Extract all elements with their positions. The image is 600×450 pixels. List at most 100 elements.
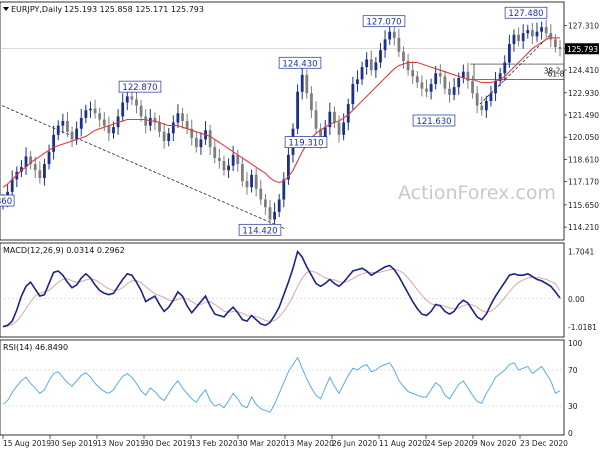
candle-body [121,102,125,117]
date-axis-label: 24 Sep 2020 [426,439,474,448]
candle-body [484,100,488,111]
candle-body [135,99,138,106]
candle-body [452,87,456,95]
candle-body [43,164,46,178]
candle-body [190,128,194,138]
candle-body [553,39,557,48]
candle-body [158,122,161,132]
price-label-box [284,136,328,148]
candle-body [392,31,396,38]
candle-body [475,93,479,106]
candle-body [273,211,276,220]
rsi-header: RSI(14) 46.8490 [3,343,68,352]
date-axis-label: 30 Sep 2019 [50,439,98,448]
date-axis-label: 26 Jun 2020 [332,439,377,448]
price-label-box [504,6,548,19]
macd-header: MACD(12,26,9) 0.0314 0.2962 [3,246,125,255]
candle-body [116,116,120,128]
candle-body [461,71,465,78]
candle-body [75,128,79,140]
price-axis-label: 118.610 [568,155,599,164]
candle-body [369,59,373,71]
candle-body [227,165,230,171]
macd-panel-frame [0,242,565,338]
candle-body [346,104,350,123]
candle-body [20,167,23,172]
ohlc-values: 125.193 125.858 125.171 125.793 [64,5,204,14]
candle-body [494,80,497,94]
candle-body [535,31,539,37]
candle-body [112,127,115,134]
date-axis-label: 30 Dec 2019 [144,439,192,448]
candle-body [52,134,56,152]
candle-body [356,79,359,85]
date-axis-label: 15 Aug 2019 [3,439,51,448]
candle-body [47,151,51,165]
candle-body [337,122,341,135]
candle-body [526,30,530,34]
candle-body [254,174,258,189]
moving-average-line [2,37,560,188]
candle-body [507,44,511,63]
rsi-axis-label: 30 [568,402,578,411]
axes: 127.310 125.793 124.410 122.930 121.490 120.0… [2,21,599,448]
price-header: EURJPY,Daily 125.193 125.858 125.171 125… [3,5,204,14]
price-label-box [238,223,282,236]
candle-body [429,84,433,92]
candle-body [176,113,180,123]
price-axis-label: 114.210 [568,223,599,232]
candle-body [61,121,65,126]
candle-body [213,147,217,158]
candle-body [314,110,318,129]
candle-body [24,156,28,168]
symbol-title: EURJPY,Daily [11,5,62,14]
candle-body [162,131,166,142]
candle-body [282,179,286,200]
date-axis-label: 13 Nov 2019 [97,439,145,448]
candle-body [517,34,520,41]
macd-axis-label: 1.7041 [568,247,594,256]
candle-body [259,188,263,200]
price-axis-label: 117.170 [568,178,599,187]
candle-body [10,179,14,192]
candle-body [498,73,502,81]
date-axis-label: 11 Aug 2020 [379,439,427,448]
macd-axis-label: -1.0181 [568,323,597,332]
candle-body [66,121,69,132]
candle-body [29,156,33,165]
candle-body [277,199,281,212]
candle-body [540,27,543,32]
current-price-badge [565,43,599,55]
price-axis-label: 127.310 [568,21,599,30]
candle-body [240,164,244,182]
date-axis-label: 30 Mar 2020 [238,439,286,448]
candle-body [512,34,516,45]
price-label: 114.420 [242,226,277,236]
candle-body [236,154,240,165]
price-axis-label: 124.410 [568,66,599,75]
candle-body [388,31,392,40]
candle-body [558,47,562,49]
candle-body [84,110,88,118]
price-label-box [278,56,322,69]
candle-body [194,137,198,148]
candle-body [171,122,175,134]
candle-body [296,91,300,129]
price-label: 127.070 [366,18,401,28]
candle-body [319,128,323,142]
candle-body [544,27,548,34]
price-label: 121.630 [416,117,451,127]
rsi-axis-label: 70 [568,366,578,375]
date-axis-label: 13 May 2020 [285,439,334,448]
candle-body [480,105,484,111]
collapse-triangle-icon[interactable] [3,7,9,11]
rsi-axis-label: 0 [568,429,573,438]
candle-body [250,174,253,188]
candle-body [153,117,157,123]
candle-body [89,108,92,111]
price-axis-label: 115.650 [568,201,599,210]
candle-body [102,119,106,126]
candle-body [130,96,134,100]
candle-body [107,125,111,134]
